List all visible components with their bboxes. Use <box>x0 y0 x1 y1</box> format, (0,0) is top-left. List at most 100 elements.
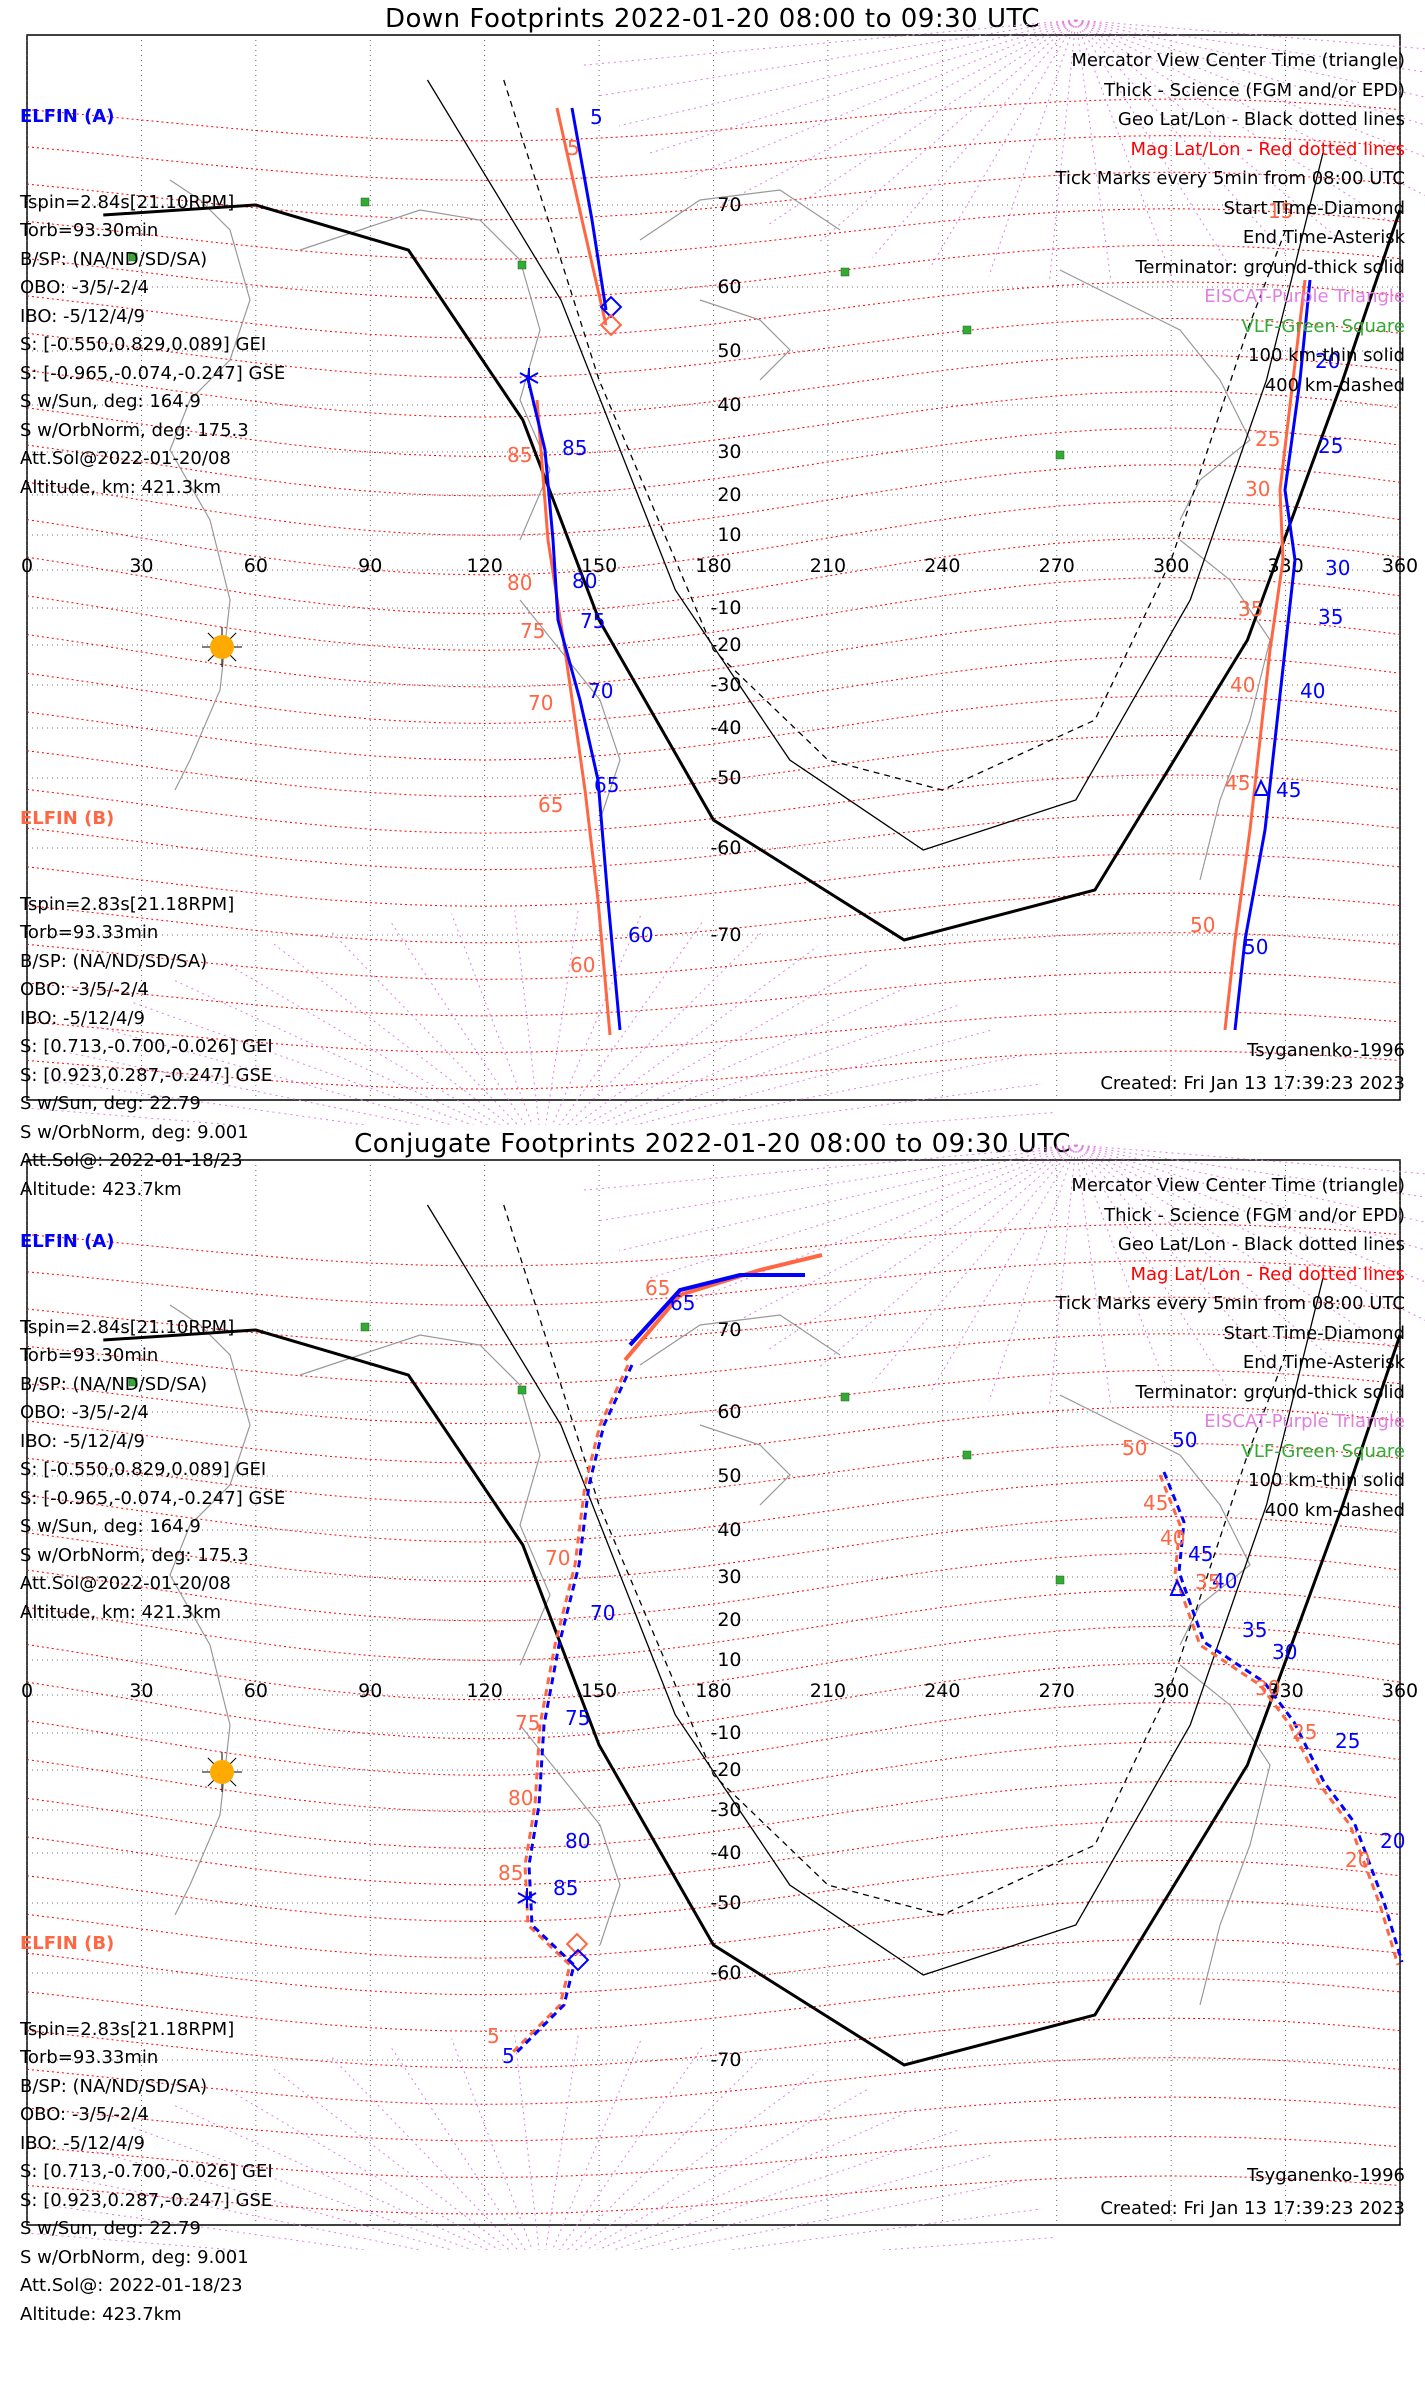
legend: Mercator View Center Time (triangle) Thic… <box>1055 1171 1405 1525</box>
mag-meridian <box>389 920 526 1125</box>
elfin-b-tick: 5 <box>487 2024 500 2048</box>
lon-tick-label: 0 <box>21 1680 33 1702</box>
lon-tick-label: 360 <box>1382 1680 1418 1702</box>
mag-parallel <box>26 1859 1401 1923</box>
coastline <box>1179 539 1271 881</box>
elfin-b-track <box>1158 1474 1400 1966</box>
mercator-map: 0 30 60 90 120 150 180 210 240 270 300 330 360706050… <box>21 1144 1425 2250</box>
coastline <box>519 599 621 821</box>
mag-parallel <box>26 427 1401 497</box>
elfin-a-track <box>512 1364 634 2057</box>
elfin-b-tick: 45 <box>1225 771 1250 795</box>
mag-meridian <box>1075 1144 1112 1405</box>
lat-tick-label: 60 <box>717 1401 741 1423</box>
lon-tick-label: 150 <box>581 555 617 577</box>
mag-parallel <box>26 1662 1401 1740</box>
mag-parallel <box>26 1479 1401 1543</box>
mag-parallel <box>26 2175 1401 2215</box>
mag-meridian <box>551 914 642 1125</box>
vlf-square <box>840 1392 850 1402</box>
elfin-b-tick: 65 <box>538 793 563 817</box>
mag-meridian <box>596 982 917 1125</box>
coastline <box>1059 269 1251 521</box>
mag-meridian <box>173 979 489 1125</box>
elfin-b-track <box>623 1253 823 1362</box>
lat-tick-label: -60 <box>710 1962 741 1984</box>
lat-tick-label: -40 <box>710 717 741 739</box>
elfin-a-label: ELFIN (A) <box>20 106 115 127</box>
vlf-square <box>1055 1575 1065 1585</box>
elfin-b-tick: 80 <box>508 1786 533 1810</box>
elfin-a-tick: 70 <box>588 679 613 703</box>
vlf-square <box>128 252 138 262</box>
mag-parallel <box>26 1011 1401 1053</box>
mag-parallel <box>26 1625 1401 1701</box>
sun-icon <box>202 627 242 667</box>
start-diamond <box>566 1948 590 1972</box>
mag-meridian <box>173 2104 489 2250</box>
info-line: Tspin=2.84s[21.10RPM] <box>20 1316 235 1338</box>
lat-tick-label: 50 <box>717 1465 741 1487</box>
mag-meridian <box>681 19 1077 181</box>
mag-parallel <box>26 1223 1401 1267</box>
mag-parallel <box>26 616 1401 688</box>
mag-meridian <box>767 1144 1077 1351</box>
info-line: S: [-0.965,-0.074,-0.247] GSE <box>20 1487 286 1509</box>
lat-tick-label: -40 <box>710 1842 741 1864</box>
mag-meridian <box>877 2236 1056 2250</box>
mag-parallel <box>26 1820 1401 1886</box>
panel-title: Down Footprints 2022-01-20 08:00 to 09:3… <box>384 4 1041 34</box>
info-line: S: [-0.550,0.829,0.089] GEI <box>20 334 267 355</box>
mag-parallel <box>26 317 1401 379</box>
elfin-a-tick: 65 <box>594 773 619 797</box>
elfin-b-tick: 75 <box>520 619 545 643</box>
elfin-b-tick: 65 <box>645 1276 670 1300</box>
lat-tick-label: 50 <box>717 340 741 362</box>
elfin-a-label: ELFIN (A) <box>20 1231 115 1252</box>
mag-meridian <box>221 2085 501 2250</box>
end-asterisk <box>519 368 539 388</box>
lon-tick-label: 210 <box>810 555 846 577</box>
elfin-b-track <box>555 107 608 326</box>
coastline <box>1059 1394 1251 1646</box>
elfin-a-tick: 20 <box>1315 349 1340 373</box>
elfin-b-tick: 40 <box>1160 1526 1185 1550</box>
info-line: S w/OrbNorm, deg: 175.3 <box>20 1544 249 1566</box>
elfin-a-tick: 40 <box>1212 1569 1237 1593</box>
mag-parallel <box>26 1369 1401 1425</box>
elfin-a-tick: 85 <box>553 1876 578 1900</box>
mag-meridian <box>451 913 533 1125</box>
lon-tick-label: 120 <box>467 555 503 577</box>
mag-meridian <box>877 1111 1056 1125</box>
lat-tick-label: 40 <box>717 1519 741 1541</box>
mag-parallel <box>26 2057 1401 2105</box>
lat-tick-label: -70 <box>710 2049 741 2071</box>
sun-icon <box>202 1752 242 1792</box>
lat-tick-label: 70 <box>717 194 741 216</box>
mag-meridian <box>574 2071 818 2250</box>
legend-entry: Thick - Science (FGM and/or EPD) <box>1104 1204 1405 1226</box>
mag-parallel <box>26 171 1401 221</box>
mag-meridian <box>647 1144 1076 1280</box>
mag-meridian <box>929 1144 1077 1394</box>
lon-tick-label: 90 <box>358 555 382 577</box>
mag-parallel <box>26 537 1401 615</box>
model-label: Tsyganenko-1996 <box>1247 1040 1405 1061</box>
vlf-square <box>517 260 527 270</box>
lon-tick-label: 0 <box>21 555 33 577</box>
elfin-b-tick: 40 <box>1230 673 1255 697</box>
center-time-triangle <box>1169 1578 1186 1596</box>
elfin-a-tick: 75 <box>580 609 605 633</box>
mag-meridian <box>767 19 1077 226</box>
vlf-square <box>360 1322 370 1332</box>
mag-parallel <box>26 932 1401 980</box>
mercator-map: 0 30 60 90 120 150 180 210 240 270 300 330 360706050… <box>21 19 1425 1125</box>
info-line: Altitude: 423.7km <box>20 2303 182 2325</box>
legend: Mercator View Center Time (triangle) Thic… <box>1055 46 1405 400</box>
lon-tick-label: 270 <box>1039 1680 1075 1702</box>
info-line: S w/Sun, deg: 164.9 <box>20 1516 201 1537</box>
elfin-a-tick: 45 <box>1188 1542 1213 1566</box>
lon-tick-label: 90 <box>358 1680 382 1702</box>
info-line: S w/Sun, deg: 22.79 <box>20 1093 201 1114</box>
elfin-a-track <box>628 1273 805 1347</box>
